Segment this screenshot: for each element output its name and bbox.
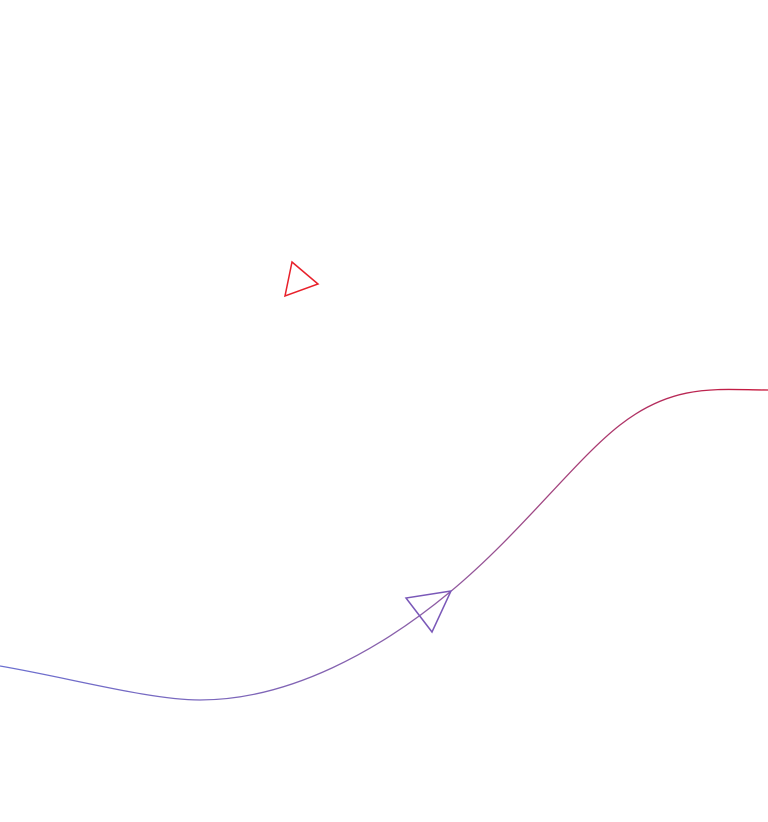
red-triangle-marker[interactable] bbox=[283, 260, 320, 298]
gradient-curve bbox=[0, 388, 768, 701]
purple-arrowhead[interactable] bbox=[404, 590, 453, 634]
